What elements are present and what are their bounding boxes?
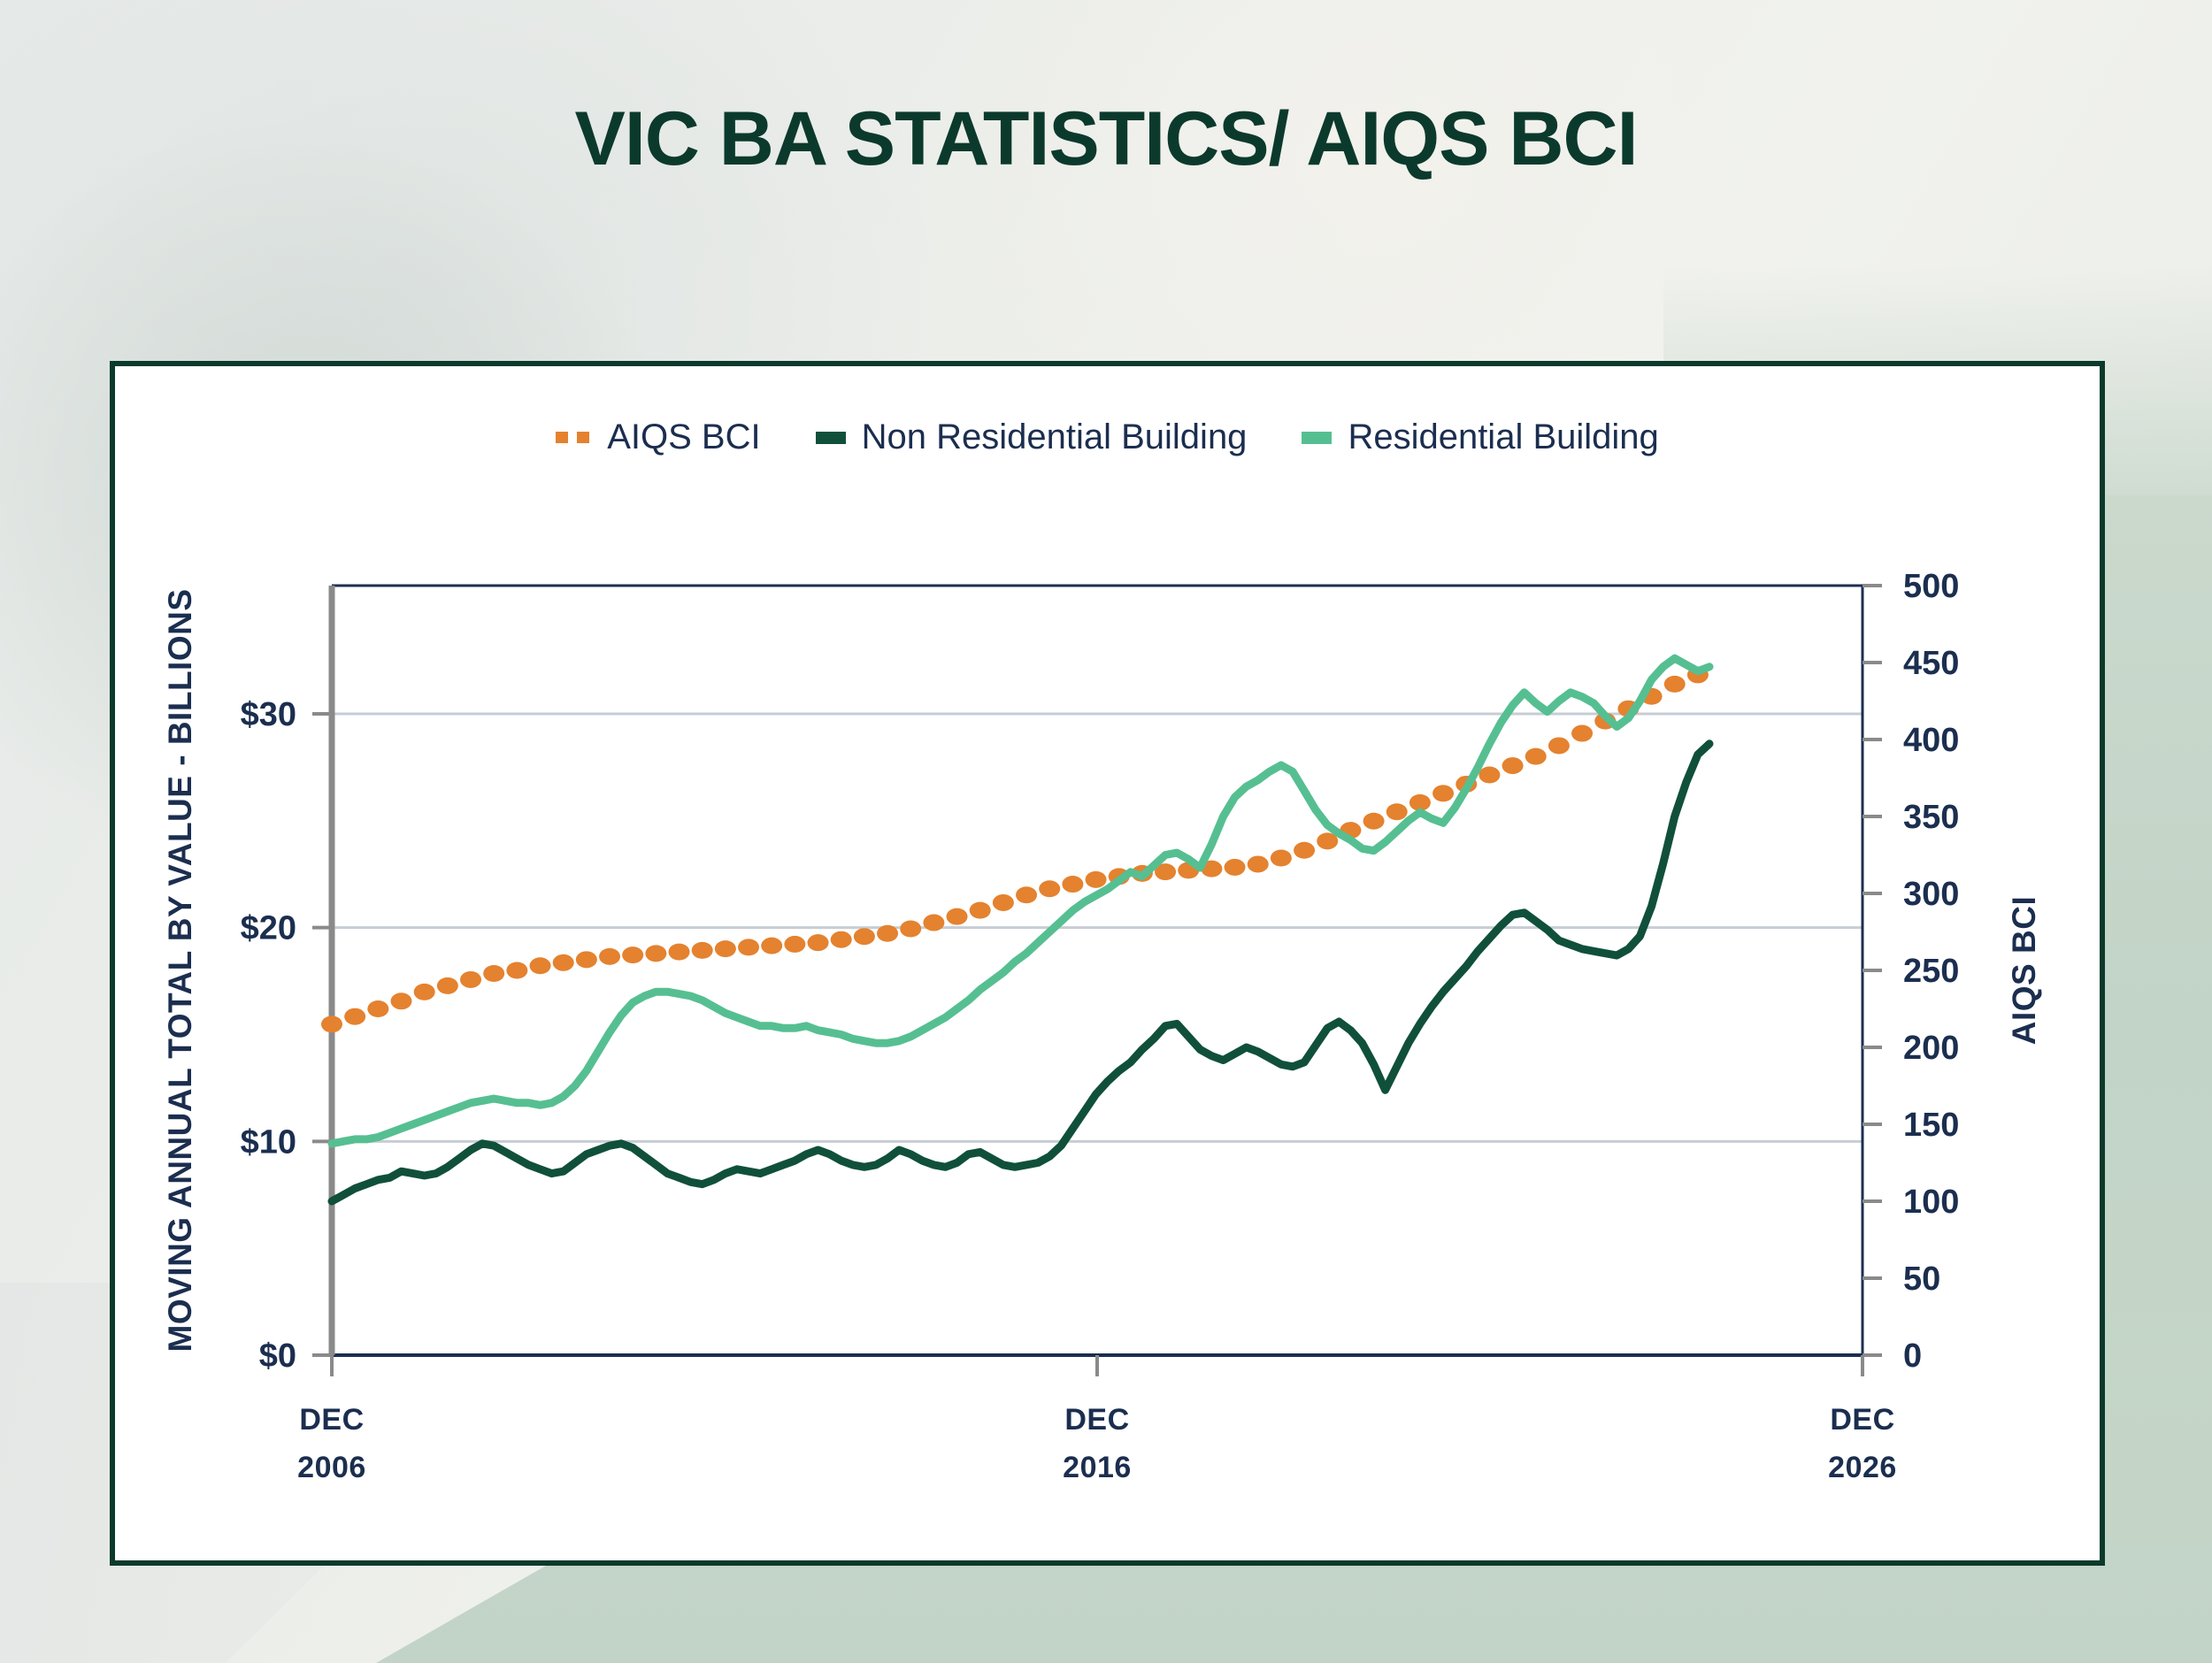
page-title: VIC BA STATISTICS/ AIQS BCI [574,96,1639,181]
x-axis-tick-label: 2026 [1828,1451,1897,1484]
y2-axis-tick-label: 100 [1903,1184,1959,1221]
chart-legend: AIQS BCI Non Residential Building Reside… [115,418,2100,457]
y2-axis-tick-label: 0 [1903,1337,1922,1375]
gridlines [332,712,1863,1143]
dotted-swatch-icon [556,432,592,443]
y-axis-tick-label: $10 [241,1123,296,1161]
legend-item-non-residential-building[interactable]: Non Residential Building [815,418,1248,457]
y-axis-tick-label: $20 [241,910,296,947]
y2-axis-tick-label: 50 [1903,1261,1940,1298]
series-non-residential-building [327,740,1714,1206]
chart-card: AIQS BCI Non Residential Building Reside… [110,361,2105,1566]
legend-label-non-residential-building: Non Residential Building [861,418,1248,456]
x-axis-tick-label: 2006 [297,1451,366,1484]
y2-axis-tick-label: 350 [1903,799,1959,836]
y2-axis-tick-label: 300 [1903,876,1959,913]
series-residential-building [327,654,1714,1148]
x-axis-tick-label: DEC [299,1403,364,1437]
legend-item-residential-building[interactable]: Residential Building [1302,418,1659,457]
y2-axis-tick-label: 500 [1903,568,1959,605]
y2-axis-tick-label: 200 [1903,1030,1959,1067]
x-axis-tick-label: DEC [1830,1403,1894,1437]
x-axis-tick-label: DEC [1064,1403,1129,1437]
x-axis-tick-label: 2016 [1063,1451,1132,1484]
legend-label-aiqs-bci: AIQS BCI [607,418,761,456]
y2-axis-tick-label: 150 [1903,1107,1959,1144]
y2-axis-tick-label: 250 [1903,953,1959,990]
data-series [321,654,1714,1206]
y2-axis-title: AIQS BCI [2006,896,2042,1045]
line-chart: $0 $10 $20 $30 0 50 100 150 200 250 300 350 400 450 50… [162,568,2042,1484]
y2-axis-tick-label: 400 [1903,722,1959,759]
y-axis-title: MOVING ANNUAL TOTAL BY VALUE - BILLIONS [162,589,198,1353]
plot-area: $0 $10 $20 $30 0 50 100 150 200 250 300 350 400 450 50… [115,366,2100,1560]
y-axis-tick-label: $0 [259,1337,296,1375]
legend-label-residential-building: Residential Building [1348,418,1659,456]
axis-tick-labels: $0 $10 $20 $30 0 50 100 150 200 250 300 350 400 450 50… [162,568,2042,1484]
y2-axis-tick-label: 450 [1903,645,1959,682]
axis-ticks [312,584,1882,1376]
y-axis-tick-label: $30 [241,696,296,733]
solid-swatch-icon [815,431,846,444]
solid-swatch-icon [1302,431,1333,444]
legend-item-aiqs-bci[interactable]: AIQS BCI [556,418,761,457]
